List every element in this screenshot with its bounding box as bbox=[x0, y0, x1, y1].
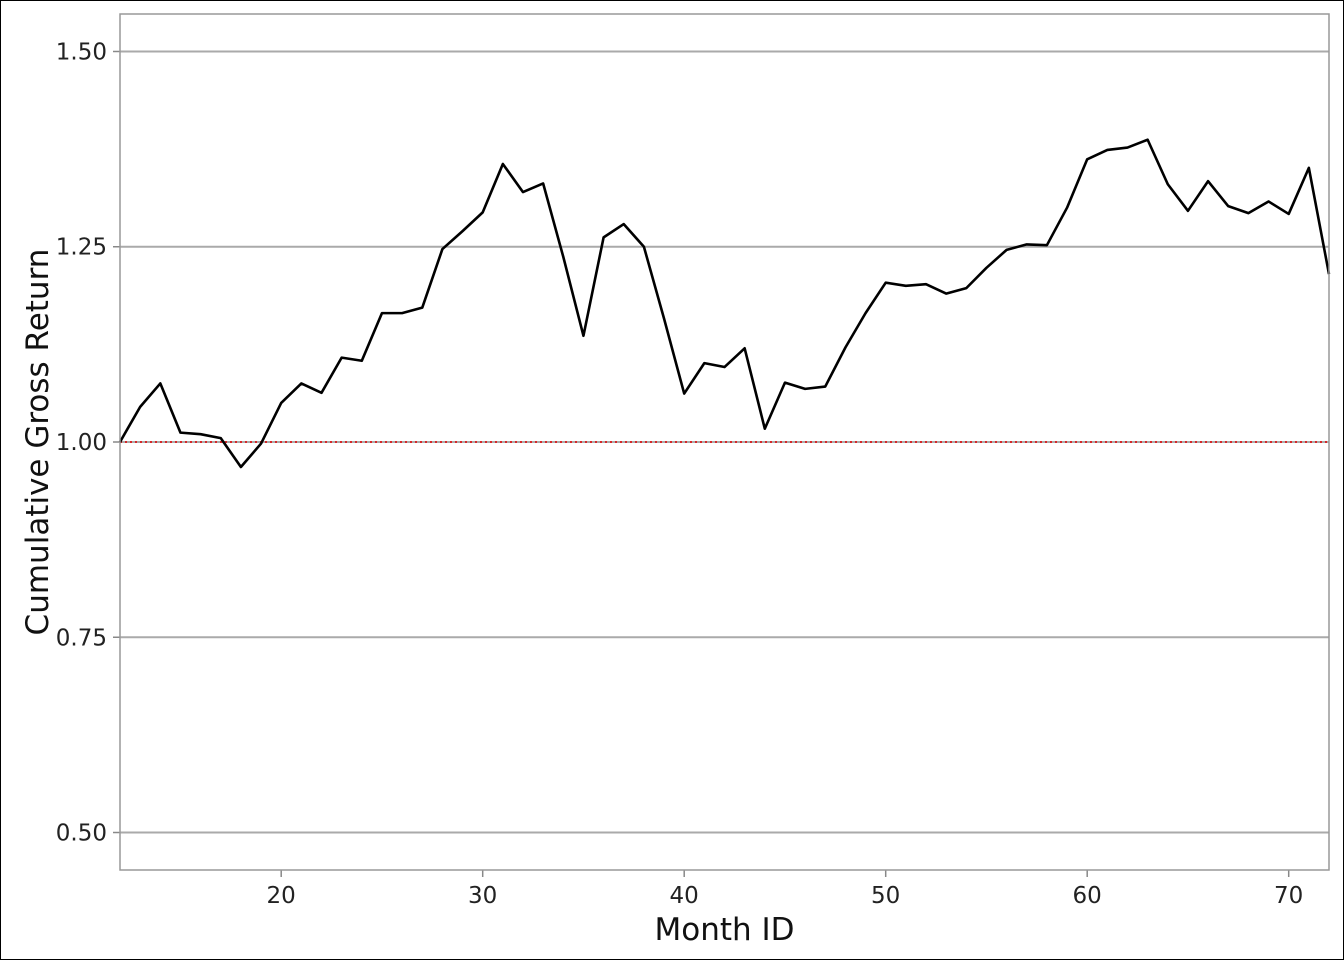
y-tick-label-4: 1.50 bbox=[56, 39, 107, 65]
x-tick-label-1: 30 bbox=[468, 883, 497, 909]
plot-border bbox=[119, 13, 1330, 871]
x-tick-label-4: 60 bbox=[1073, 883, 1102, 909]
y-tick-label-3: 1.25 bbox=[56, 235, 107, 261]
y-tick-label-0: 0.50 bbox=[56, 821, 107, 847]
y-tick-label-1: 0.75 bbox=[56, 625, 107, 651]
x-tick-labels: 20 30 40 50 60 70 bbox=[267, 870, 1303, 909]
x-axis-title: Month ID bbox=[654, 912, 794, 948]
x-tick-label-2: 40 bbox=[670, 883, 699, 909]
x-tick-label-3: 50 bbox=[871, 883, 900, 909]
x-tick-label-0: 20 bbox=[267, 883, 296, 909]
x-tick-label-5: 70 bbox=[1274, 883, 1303, 909]
series-group bbox=[118, 138, 1331, 469]
series-line-0 bbox=[118, 138, 1331, 469]
y-tick-label-2: 1.00 bbox=[56, 430, 107, 456]
y-axis-title: Cumulative Gross Return bbox=[20, 249, 56, 636]
y-tick-labels: 0.50 0.75 1.00 1.25 1.50 bbox=[56, 39, 120, 847]
